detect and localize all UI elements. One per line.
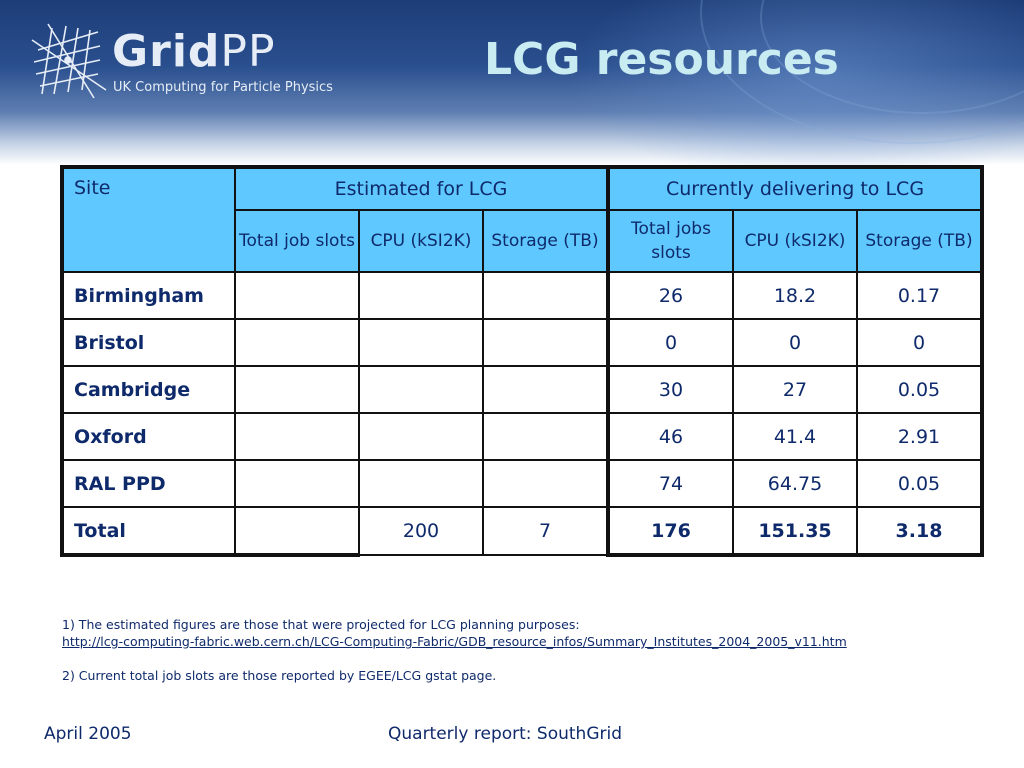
footnote-spacer (62, 650, 847, 667)
site-name: Bristol (60, 318, 236, 367)
cur-slots-cell: 74 (607, 459, 734, 508)
footnotes: 1) The estimated figures are those that … (62, 616, 847, 684)
cur-cpu-cell: 41.4 (732, 412, 858, 461)
table-row: Birmingham 26 18.2 0.17 (60, 271, 984, 320)
cur-storage-cell: 0.05 (856, 459, 984, 508)
gridpp-logo-text: GridPP (112, 30, 275, 74)
est-cpu-cell (358, 459, 484, 508)
est-storage-cell (482, 318, 610, 367)
est-slots-cell (234, 271, 360, 320)
cur-storage-cell: 3.18 (856, 506, 984, 557)
footnote-2: 2) Current total job slots are those rep… (62, 668, 497, 683)
est-cpu-cell: 200 (358, 506, 484, 556)
table-row: Oxford 46 41.4 2.91 (60, 412, 984, 461)
resources-table: Site Estimated for LCG Currently deliver… (60, 165, 984, 557)
site-header-cell: Site (60, 165, 236, 273)
sub-header-cur-storage: Storage (TB) (856, 209, 984, 273)
est-storage-cell: 7 (482, 506, 610, 556)
table-row: Bristol 0 0 0 (60, 318, 984, 367)
cur-slots-cell: 176 (607, 506, 734, 557)
site-name: RAL PPD (60, 459, 236, 508)
logo-word-light: PP (220, 26, 276, 77)
est-storage-cell (482, 412, 610, 461)
est-slots-cell (234, 459, 360, 508)
sub-header-cur-cpu: CPU (kSI2K) (732, 209, 858, 273)
est-slots-cell (234, 365, 360, 414)
footer-date: April 2005 (44, 724, 132, 744)
cur-slots-cell: 26 (607, 271, 734, 320)
est-slots-cell (234, 412, 360, 461)
cur-storage-cell: 0.17 (856, 271, 984, 320)
resource-summary-link[interactable]: http://lcg-computing-fabric.web.cern.ch/… (62, 634, 847, 649)
cur-slots-cell: 46 (607, 412, 734, 461)
est-cpu-cell (358, 271, 484, 320)
est-slots-cell (234, 318, 360, 367)
cur-cpu-cell: 18.2 (732, 271, 858, 320)
logo-word-bold: Grid (112, 26, 221, 77)
est-storage-cell (482, 459, 610, 508)
cur-cpu-cell: 151.35 (732, 506, 858, 557)
cur-cpu-cell: 64.75 (732, 459, 858, 508)
current-group-header: Currently delivering to LCG (607, 165, 984, 211)
site-name: Total (60, 506, 236, 557)
site-name: Oxford (60, 412, 236, 461)
cur-cpu-cell: 0 (732, 318, 858, 367)
total-row: Total 200 7 176 151.35 3.18 (60, 506, 984, 557)
est-cpu-cell (358, 365, 484, 414)
footer-title: Quarterly report: SouthGrid (388, 724, 622, 744)
cur-cpu-cell: 27 (732, 365, 858, 414)
est-cpu-cell (358, 318, 484, 367)
site-name: Cambridge (60, 365, 236, 414)
slide-title: LCG resources (484, 34, 839, 85)
est-storage-cell (482, 271, 610, 320)
cur-storage-cell: 0 (856, 318, 984, 367)
cur-slots-cell: 0 (607, 318, 734, 367)
table-row: RAL PPD 74 64.75 0.05 (60, 459, 984, 508)
gridpp-grid-icon (31, 23, 107, 99)
sub-header-est-storage: Storage (TB) (482, 209, 610, 273)
estimated-group-header: Estimated for LCG (234, 165, 610, 211)
site-name: Birmingham (60, 271, 236, 320)
sub-header-est-slots: Total job slots (234, 209, 360, 273)
cur-storage-cell: 2.91 (856, 412, 984, 461)
cur-storage-cell: 0.05 (856, 365, 984, 414)
est-slots-cell (234, 506, 360, 557)
est-storage-cell (482, 365, 610, 414)
table-row: Cambridge 30 27 0.05 (60, 365, 984, 414)
logo-tagline: UK Computing for Particle Physics (113, 80, 333, 95)
cur-slots-cell: 30 (607, 365, 734, 414)
header-banner: GridPP UK Computing for Particle Physics… (0, 0, 1024, 165)
est-cpu-cell (358, 412, 484, 461)
sub-header-cur-slots: Total jobs slots (607, 209, 734, 273)
sub-header-est-cpu: CPU (kSI2K) (358, 209, 484, 273)
footnote-1: 1) The estimated figures are those that … (62, 617, 580, 632)
